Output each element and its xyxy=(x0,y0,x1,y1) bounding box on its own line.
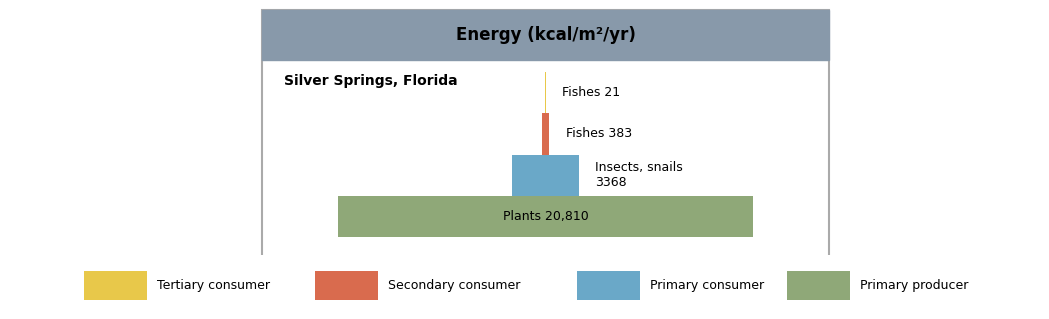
Bar xyxy=(577,271,640,300)
Text: Primary producer: Primary producer xyxy=(860,279,968,292)
Text: Tertiary consumer: Tertiary consumer xyxy=(157,279,271,292)
Text: Energy (kcal/m²/yr): Energy (kcal/m²/yr) xyxy=(455,26,636,44)
Bar xyxy=(84,271,147,300)
Text: Fishes 21: Fishes 21 xyxy=(562,86,620,99)
Text: Secondary consumer: Secondary consumer xyxy=(388,279,520,292)
Text: Insects, snails
3368: Insects, snails 3368 xyxy=(596,161,683,189)
Text: Primary consumer: Primary consumer xyxy=(650,279,765,292)
FancyBboxPatch shape xyxy=(262,10,829,61)
Bar xyxy=(338,196,753,237)
Text: Silver Springs, Florida: Silver Springs, Florida xyxy=(283,74,457,88)
Bar xyxy=(512,155,579,196)
Bar xyxy=(787,271,850,300)
Text: Plants 20,810: Plants 20,810 xyxy=(502,210,588,223)
Bar xyxy=(541,113,550,155)
Bar xyxy=(315,271,378,300)
Text: Fishes 383: Fishes 383 xyxy=(565,128,631,140)
